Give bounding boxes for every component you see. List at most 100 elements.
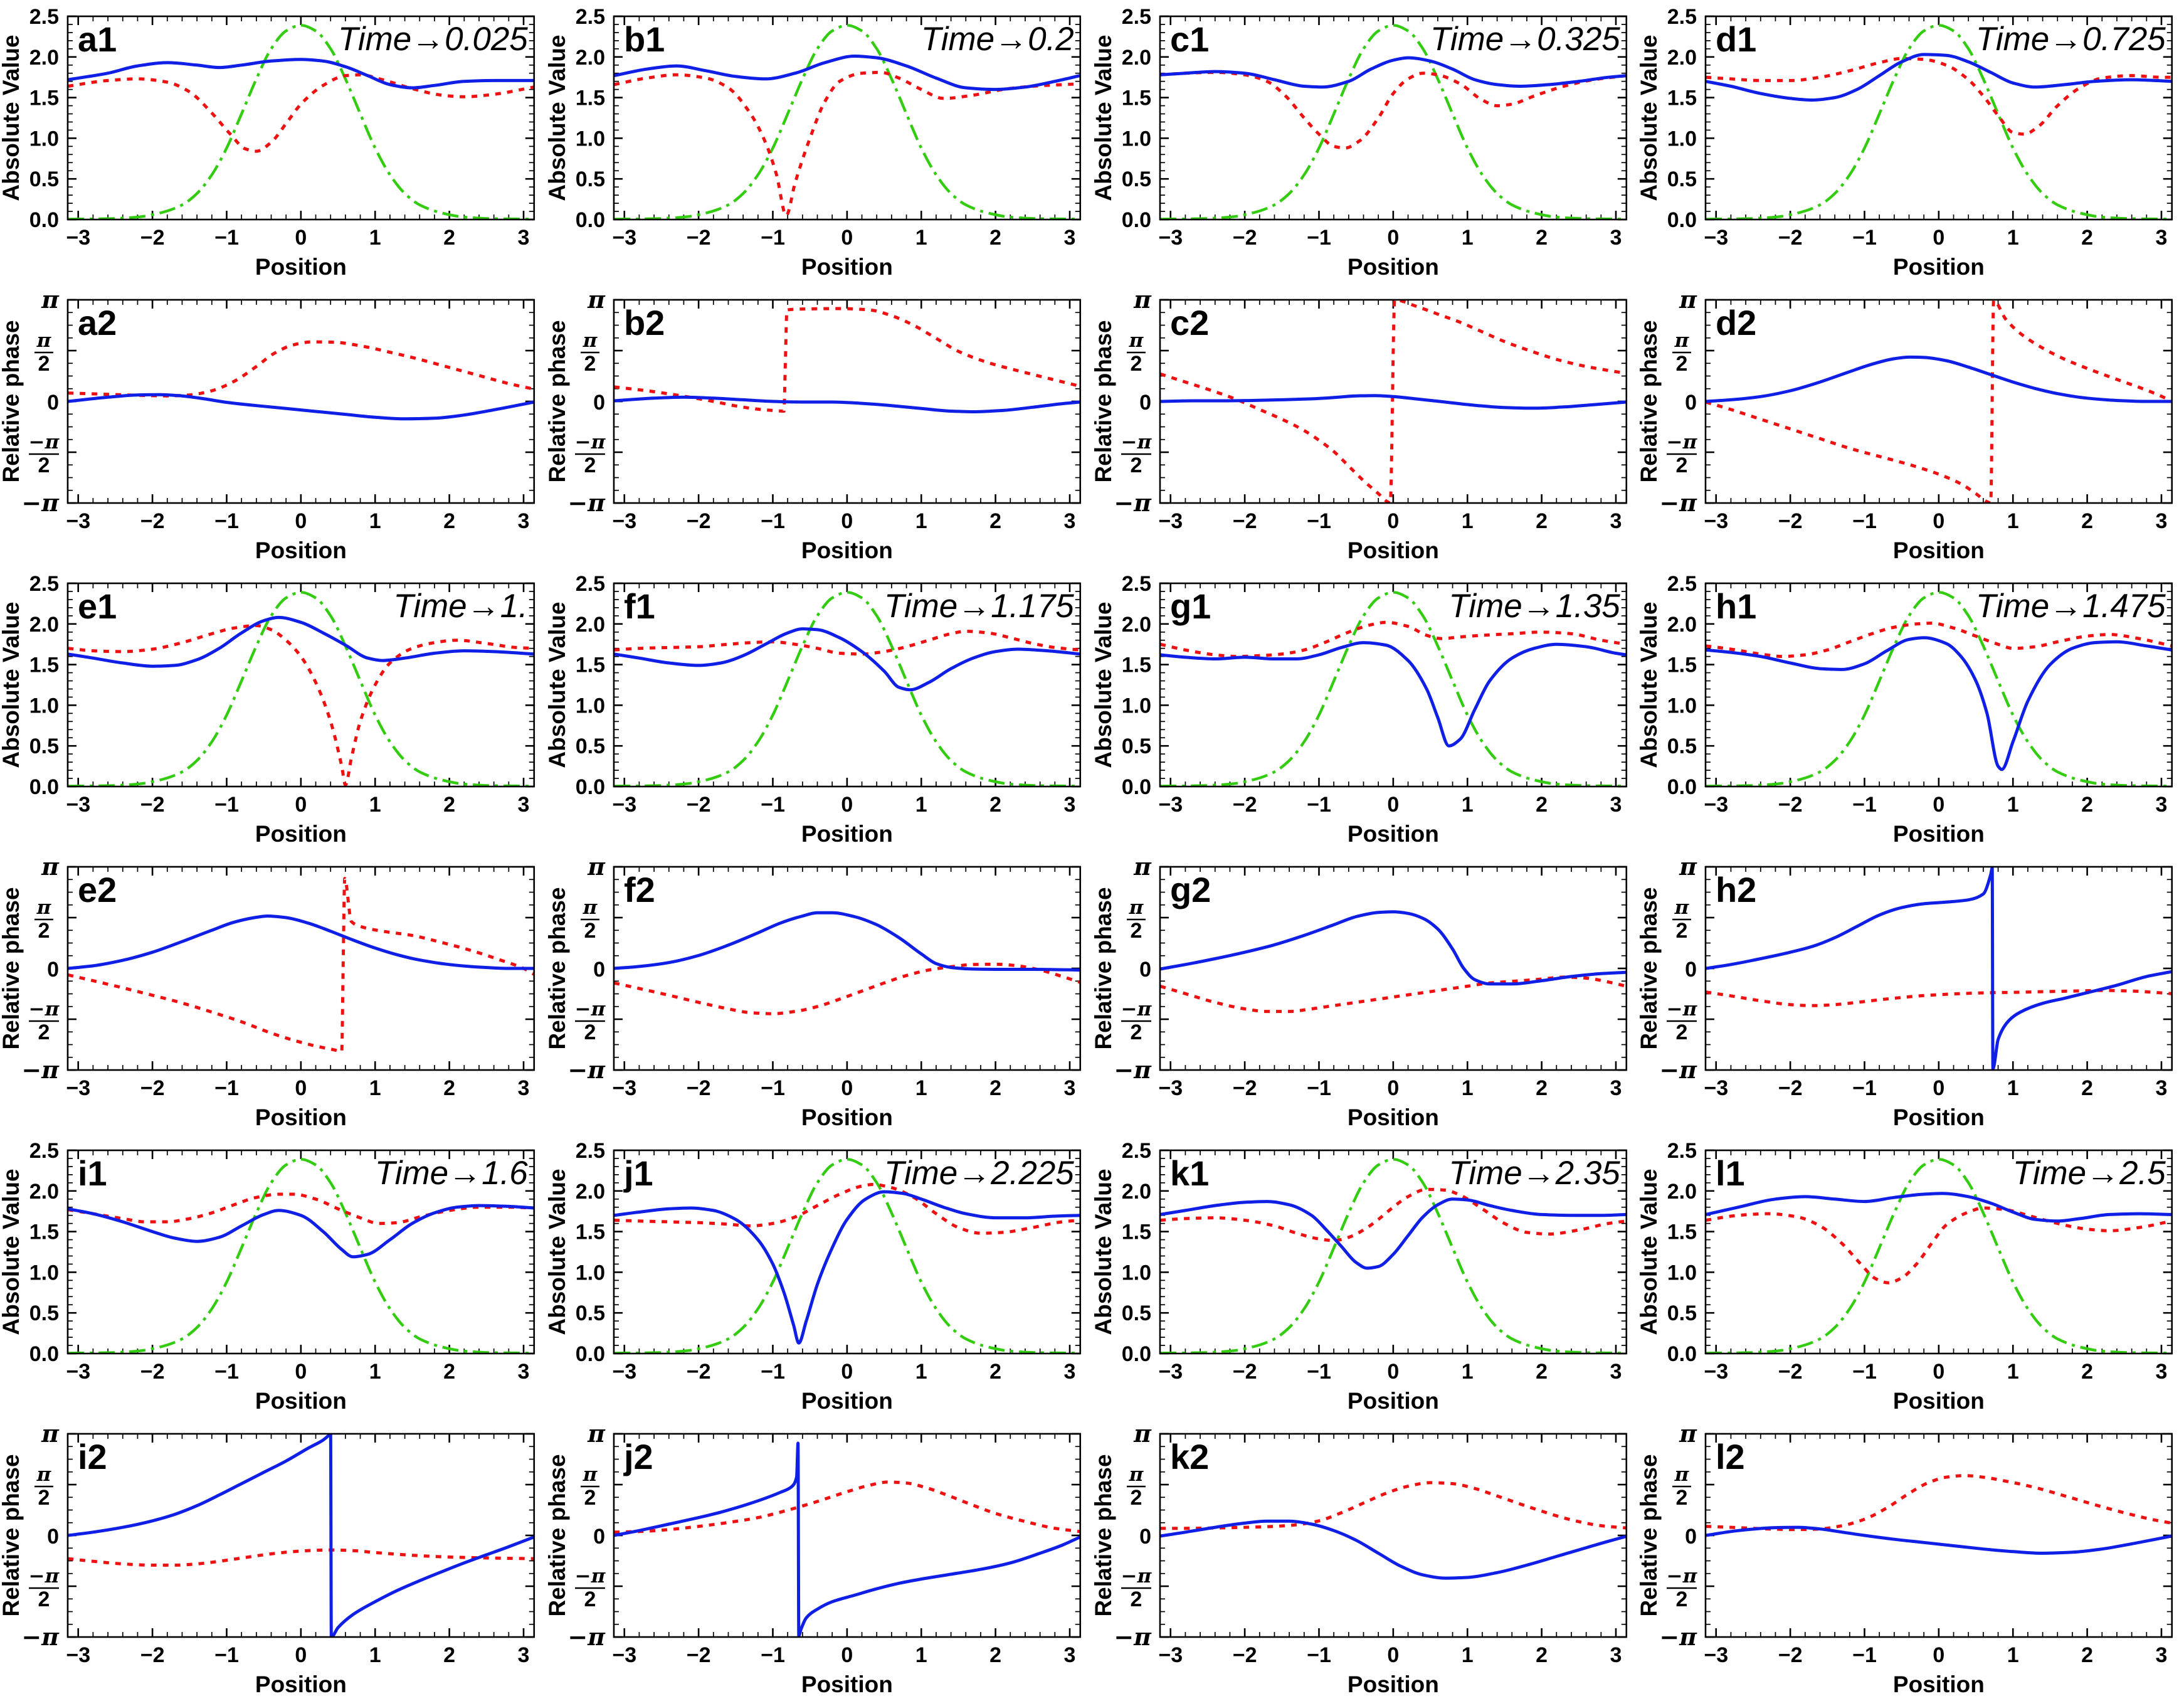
- y-tick-label: π: [587, 1419, 606, 1448]
- y-tick-label: 2.5: [29, 1139, 59, 1163]
- y-axis-label: Absolute Value: [0, 34, 24, 201]
- y-tick-label-numerator: −π: [574, 431, 606, 453]
- x-tick-label: −3: [66, 1360, 90, 1384]
- y-tick-label: 0.5: [29, 167, 59, 191]
- y-axis-label: Absolute Value: [1638, 601, 1662, 768]
- curve-series-green: [68, 24, 534, 220]
- x-tick-label: 1: [369, 793, 381, 817]
- y-tick-label: 2.5: [29, 572, 59, 596]
- y-tick-label: −π: [1660, 489, 1698, 517]
- time-label: Time→2.5: [2013, 1155, 2166, 1192]
- x-tick-label: −3: [612, 1076, 636, 1100]
- x-tick-label: 0: [1387, 1643, 1399, 1667]
- curve-series-green: [1159, 24, 1627, 220]
- curve-series-red: [613, 962, 1080, 1015]
- curve-series-blue: [1706, 1525, 2173, 1555]
- y-tick-label-denominator: 2: [38, 919, 50, 943]
- y-axis-label: Absolute Value: [1638, 1168, 1662, 1335]
- y-tick-label: 1.0: [29, 127, 59, 151]
- x-tick-label: −2: [140, 1076, 165, 1100]
- y-tick-label-numerator: π: [36, 1463, 52, 1486]
- y-tick-label: −π: [1114, 1056, 1152, 1084]
- y-tick-label-numerator: π: [1128, 329, 1144, 352]
- curve-series-blue: [1159, 641, 1627, 748]
- y-tick-label: 0: [593, 1525, 605, 1549]
- x-tick-label: 1: [1461, 1643, 1473, 1667]
- plot-h1: −3 −2 −1 0 1 2 3 Position 0.0 0.5 1.0 1.5 2.0 2.5Abso…: [1638, 572, 2173, 847]
- curves-g1: [1159, 591, 1627, 787]
- x-tick-label: −3: [1704, 1076, 1729, 1100]
- curve-series-blue: [613, 911, 1080, 972]
- y-tick-label: −π: [21, 1056, 60, 1084]
- x-axis-label: Position: [255, 1105, 347, 1130]
- plot-cell-f2: −3 −2 −1 0 1 2 3 Position π π 2 0 −π 2 −π Relative phas…: [546, 850, 1092, 1134]
- time-label: Time→0.025: [338, 21, 528, 58]
- curve-series-green: [613, 24, 1080, 220]
- plot-b1: −3 −2 −1 0 1 2 3 Position 0.0 0.5 1.0 1.5 2.0 2.5Abso…: [546, 5, 1081, 280]
- panel-label: j1: [623, 1153, 653, 1193]
- y-tick-label: 1.5: [1667, 1221, 1697, 1244]
- labels-d1: −3 −2 −1 0 1 2 3 Position 0.0 0.5 1.0 1.5 2.0 2.5Abso…: [1638, 5, 2167, 280]
- x-tick-label: −1: [1307, 509, 1331, 533]
- x-axis-label: Position: [1893, 1388, 1985, 1414]
- y-tick-label: 1.0: [1121, 694, 1151, 718]
- plot-frame: [613, 299, 1081, 504]
- labels-b1: −3 −2 −1 0 1 2 3 Position 0.0 0.5 1.0 1.5 2.0 2.5Abso…: [546, 5, 1075, 280]
- x-tick-label: 0: [841, 1643, 853, 1667]
- x-tick-label: −1: [1307, 793, 1331, 817]
- x-tick-label: 0: [1387, 226, 1399, 250]
- x-tick-label: −1: [214, 226, 239, 250]
- y-tick-label: π: [1133, 852, 1152, 881]
- x-tick-label: 3: [1610, 1076, 1622, 1100]
- x-axis-label: Position: [801, 254, 893, 280]
- y-tick-label-denominator: 2: [1130, 1486, 1142, 1510]
- y-tick-label: 0.0: [1667, 208, 1697, 232]
- x-axis-label: Position: [1347, 254, 1438, 280]
- x-tick-label: 3: [1063, 1643, 1075, 1667]
- y-axis-label: Absolute Value: [1092, 601, 1116, 768]
- y-tick-label: 0.0: [1121, 208, 1151, 232]
- curve-series-blue: [1159, 910, 1627, 986]
- x-axis-label: Position: [255, 538, 347, 563]
- curve-series-blue: [67, 914, 534, 970]
- x-tick-label: −2: [1232, 1360, 1257, 1384]
- curve-series-green: [1706, 1158, 2172, 1354]
- y-tick-label: 0: [593, 958, 605, 982]
- panel-label: j2: [623, 1437, 653, 1476]
- x-tick-label: 0: [1387, 1076, 1399, 1100]
- y-tick-label-numerator: π: [1674, 329, 1690, 352]
- labels-e1: −3 −2 −1 0 1 2 3 Position 0.0 0.5 1.0 1.5 2.0 2.5Abso…: [0, 572, 529, 847]
- y-tick-label: 0.5: [1667, 1301, 1697, 1325]
- y-tick-label-numerator: π: [36, 329, 52, 352]
- y-tick-label-denominator: 2: [1130, 1587, 1142, 1611]
- y-tick-label: 0.0: [575, 208, 604, 232]
- x-tick-label: −1: [761, 509, 785, 533]
- y-tick-label-numerator: −π: [1667, 998, 1698, 1020]
- y-tick-label-numerator: −π: [1121, 1565, 1152, 1587]
- x-tick-label: 1: [915, 509, 927, 533]
- x-tick-label: 2: [1536, 226, 1548, 250]
- x-tick-label: −3: [1704, 1643, 1729, 1667]
- plot-cell-f1: −3 −2 −1 0 1 2 3 Position 0.0 0.5 1.0 1.5 2.0 2.5 Abso…: [546, 567, 1092, 850]
- panel-label: c1: [1169, 19, 1208, 59]
- curve-series-red: [613, 1480, 1080, 1534]
- x-tick-label: 1: [369, 226, 381, 250]
- plot-f1: −3 −2 −1 0 1 2 3 Position 0.0 0.5 1.0 1.5 2.0 2.5Abso…: [546, 572, 1081, 847]
- y-tick-label: 2.5: [575, 1139, 604, 1163]
- panel-label: l1: [1716, 1153, 1745, 1193]
- y-tick-label: 1.0: [1667, 694, 1697, 718]
- y-tick-label: 0.5: [575, 734, 604, 758]
- y-tick-label: 2.0: [1667, 613, 1697, 637]
- y-axis-label: Relative phase: [1638, 1454, 1662, 1616]
- curves-c2: [1159, 300, 1627, 503]
- x-tick-label: −3: [612, 1643, 636, 1667]
- plot-d1: −3 −2 −1 0 1 2 3 Position 0.0 0.5 1.0 1.5 2.0 2.5Abso…: [1638, 5, 2173, 280]
- y-tick-label: 0.0: [575, 1342, 604, 1366]
- axis-ticks-e2: [67, 866, 534, 1071]
